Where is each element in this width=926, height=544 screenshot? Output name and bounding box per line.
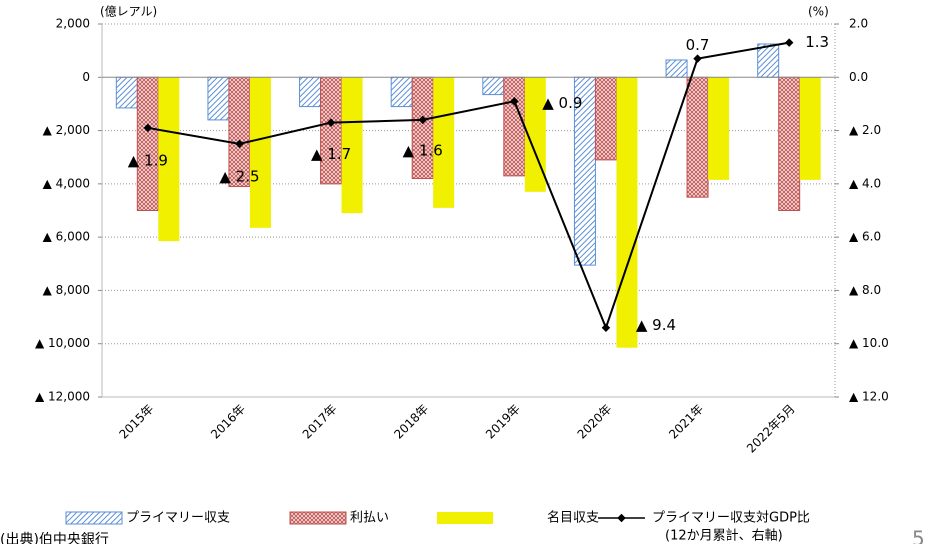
legend-label: 名目収支: [547, 510, 599, 526]
value-label: ▲ 0.9: [542, 94, 582, 112]
value-label: ▲ 2.5: [219, 167, 259, 185]
y-tick-label: ▲ 6,000: [43, 230, 90, 244]
y-axis-label: (億レアル): [100, 5, 157, 19]
value-label: ▲ 9.4: [636, 316, 676, 334]
x-tick-label: 2017年: [300, 402, 340, 442]
legend-marker: [617, 513, 626, 523]
bar: [158, 77, 180, 242]
y-tick-label: ▲ 10,000: [35, 336, 90, 350]
y2-tick-label: ▲ 12.0: [849, 390, 889, 404]
line-marker: [235, 139, 244, 149]
x-tick-label: 2019年: [483, 402, 523, 442]
x-tick-label: 2021年: [666, 402, 706, 442]
bar: [390, 76, 413, 108]
value-label: ▲ 1.6: [403, 141, 443, 159]
bar: [433, 77, 455, 208]
y2-tick-label: ▲ 8.0: [849, 283, 881, 297]
bar: [616, 77, 638, 348]
line-marker: [601, 323, 611, 332]
line-marker: [326, 118, 336, 127]
bar: [757, 43, 780, 78]
bar: [686, 76, 709, 198]
x-tick-label: 2018年: [391, 402, 431, 442]
bar: [503, 76, 526, 177]
value-label: ▲ 1.7: [311, 145, 351, 163]
x-tick-label: 2016年: [208, 402, 248, 442]
x-tick-label: 2022年5月: [744, 402, 798, 456]
value-label: 1.3: [805, 33, 829, 51]
bar: [524, 77, 546, 192]
line-marker: [784, 38, 794, 47]
legend-note: (12か月累計、右軸): [665, 528, 783, 544]
line-marker: [693, 54, 702, 63]
line: [147, 41, 790, 331]
bar: [341, 77, 363, 214]
bar: [411, 76, 434, 180]
y-tick-label: ▲ 4,000: [43, 176, 90, 190]
y2-axis-label: (%): [808, 5, 829, 19]
line-marker: [143, 123, 153, 133]
legend-swatch: [437, 512, 493, 524]
y2-tick-label: 2.0: [849, 17, 868, 31]
bar: [320, 76, 343, 185]
y-tick-label: ▲ 12,000: [35, 390, 90, 404]
y-tick-label: 0: [82, 70, 90, 84]
bar: [665, 59, 688, 78]
bar: [799, 77, 821, 180]
legend-label: 利払い: [350, 511, 389, 526]
bar: [207, 76, 230, 121]
legend-label: プライマリー収支: [126, 511, 230, 526]
value-label: 0.7: [686, 36, 710, 54]
x-tick-label: 2015年: [116, 402, 156, 442]
bar: [778, 76, 801, 211]
bar: [115, 76, 138, 109]
bar: [299, 76, 322, 108]
legend-label: プライマリー収支対GDP比: [652, 511, 810, 526]
y2-tick-label: ▲ 10.0: [849, 336, 889, 350]
bar: [594, 76, 617, 161]
bar: [708, 77, 730, 180]
x-tick-label: 2020年: [575, 402, 615, 442]
y2-tick-label: ▲ 4.0: [849, 176, 881, 190]
y2-tick-label: 0.0: [849, 70, 868, 84]
bar: [136, 76, 159, 211]
legend-swatch: [65, 511, 123, 525]
y2-tick-label: ▲ 6.0: [849, 230, 881, 244]
y-tick-label: 2,000: [56, 17, 90, 31]
y-tick-label: ▲ 8,000: [43, 283, 90, 297]
bar: [482, 76, 505, 96]
page-number: 5: [912, 527, 925, 544]
value-label: ▲ 1.9: [128, 151, 168, 169]
line-marker: [418, 115, 427, 125]
y-tick-label: ▲ 2,000: [43, 123, 90, 137]
source: (出典)伯中央銀行: [0, 532, 109, 544]
y2-tick-label: ▲ 2.0: [849, 123, 881, 137]
legend-swatch: [289, 511, 347, 525]
bar: [249, 77, 271, 228]
